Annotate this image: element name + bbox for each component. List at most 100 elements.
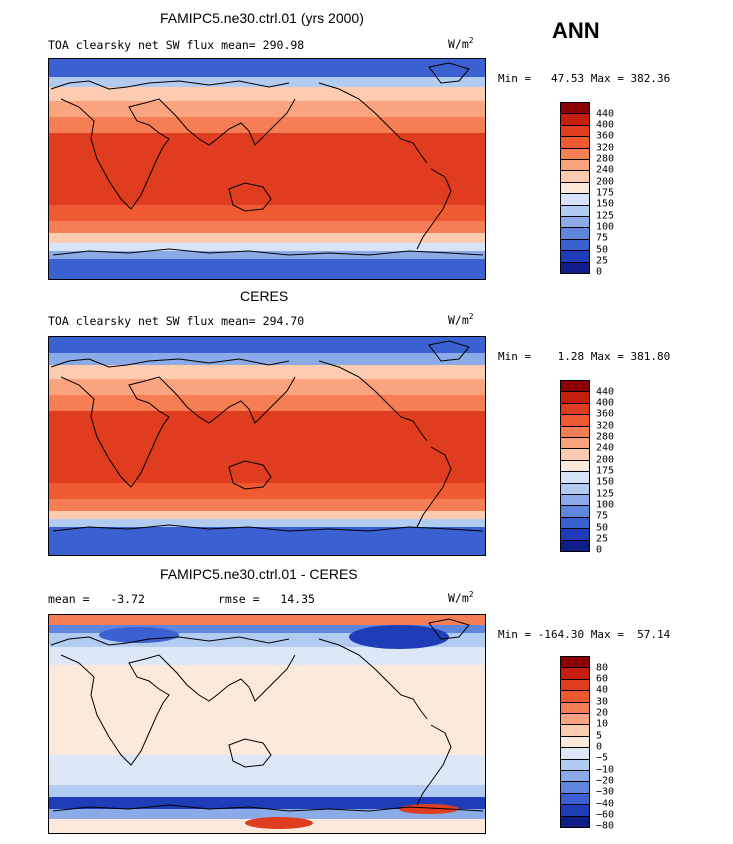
colorbar-swatch [561,262,589,274]
panel2-max-value: 381.80 [630,350,671,363]
panel1-min-label: Min = [498,72,532,85]
band [49,337,485,353]
panel1-units-base: W/m [448,36,469,51]
colorbar-swatch [561,725,589,737]
panel3-map-svg [49,615,485,833]
band [49,527,485,555]
colorbar-swatch [561,194,589,206]
colorbar-swatch [561,137,589,149]
season-label: ANN [552,18,600,43]
colorbar-tick-label: 0 [596,544,603,556]
band [49,511,485,519]
colorbar-tick-label: 150 [596,198,615,210]
colorbar-tick-label: 400 [596,119,615,131]
panel3-units-base: W/m [448,590,469,605]
panel3-rmse-value: 14.35 [280,592,315,606]
colorbar-swatch [561,460,589,473]
band [49,365,485,379]
panel3-mean-value: -3.72 [110,592,145,606]
panel3-min-value: -164.30 [537,628,585,641]
panel2-minmax: Min = 1.28 Max = 381.80 [498,350,670,363]
band [49,353,485,365]
colorbar-swatch [561,495,589,507]
colorbar-tick-label: 80 [596,662,609,674]
colorbar-swatch [561,702,589,715]
colorbar-swatch [561,506,589,518]
colorbar-tick-label: 20 [596,707,609,719]
band [49,411,485,483]
colorbar-swatch [561,103,589,115]
colorbar-tick-label: 125 [596,488,615,500]
band [49,251,485,259]
panel2-title: CERES [240,288,289,304]
panel2-mean-value: 294.70 [262,314,305,328]
band [49,117,485,133]
panel1-colorbar-labels: 440 400 360 320 280 240 200 175 150 125 100 75 50 25 0 [596,102,656,278]
band [49,809,485,819]
colorbar-tick-label: 60 [596,673,609,685]
band [49,87,485,101]
band [49,205,485,221]
band [49,379,485,395]
colorbar-swatch [561,483,589,496]
band [49,499,485,511]
panel3-mean-label: mean = [48,592,90,606]
colorbar-swatch [561,415,589,427]
colorbar-swatch [561,748,589,760]
colorbar-tick-label: 25 [596,255,609,267]
colorbar-swatch [561,148,589,161]
colorbar-tick-label: −40 [596,798,615,810]
panel3-map [48,614,486,834]
panel2-units-base: W/m [448,312,469,327]
coastlines [50,62,484,256]
colorbar-swatch [561,205,589,218]
colorbar-tick-label: 440 [596,386,615,398]
panel1-mean-label: mean= [221,38,256,52]
panel2-colorbar [560,380,590,552]
panel2-map [48,336,486,556]
colorbar-tick-label: 175 [596,187,615,199]
colorbar-swatch [561,736,589,749]
colorbar-tick-label: −20 [596,775,615,787]
colorbar-swatch [561,114,589,126]
colorbar-tick-label: 100 [596,499,615,511]
colorbar-swatch [561,472,589,484]
panel2-map-svg [49,337,485,555]
colorbar-tick-label: 200 [596,454,615,466]
colorbar-tick-label: 25 [596,533,609,545]
colorbar-swatch [561,782,589,794]
panel3-title: FAMIPC5.ne30.ctrl.01 - CERES [160,566,358,582]
coastlines [50,340,484,532]
colorbar-swatch [561,714,589,726]
patch [399,804,459,814]
band [49,59,485,77]
band [49,615,485,625]
colorbar-tick-label: −60 [596,809,615,821]
colorbar-tick-label: 40 [596,684,609,696]
panel2-min-value: 1.28 [557,350,585,363]
panel2-field-label: TOA clearsky net SW flux mean= 294.70 [48,314,304,328]
panel1-units-exp: 2 [468,36,474,45]
colorbar-tick-label: 175 [596,465,615,477]
colorbar-tick-label: 50 [596,522,609,534]
colorbar-tick-label: 360 [596,408,615,420]
colorbar-tick-label: 240 [596,442,615,454]
colorbar-swatch [561,381,589,393]
patch [349,625,449,649]
panel2-max-label: Max = [590,350,624,363]
band [49,519,485,527]
band [49,77,485,87]
panel1-colorbar [560,102,590,274]
panel1-field-label: TOA clearsky net SW flux mean= 290.98 [48,38,304,52]
panel3-rmse-label: rmse = [218,592,260,606]
band [49,395,485,411]
colorbar-swatch [561,691,589,703]
colorbar-swatch [561,816,589,828]
panel3-units: W/m2 [448,590,474,605]
band [49,647,485,665]
panel1-units: W/m2 [448,36,474,51]
panel2-colorbar-labels: 440 400 360 320 280 240 200 175 150 125 100 75 50 25 0 [596,380,656,556]
colorbar-swatch [561,540,589,552]
colorbar-swatch [561,125,589,138]
panel1-max-value: 382.36 [630,72,671,85]
